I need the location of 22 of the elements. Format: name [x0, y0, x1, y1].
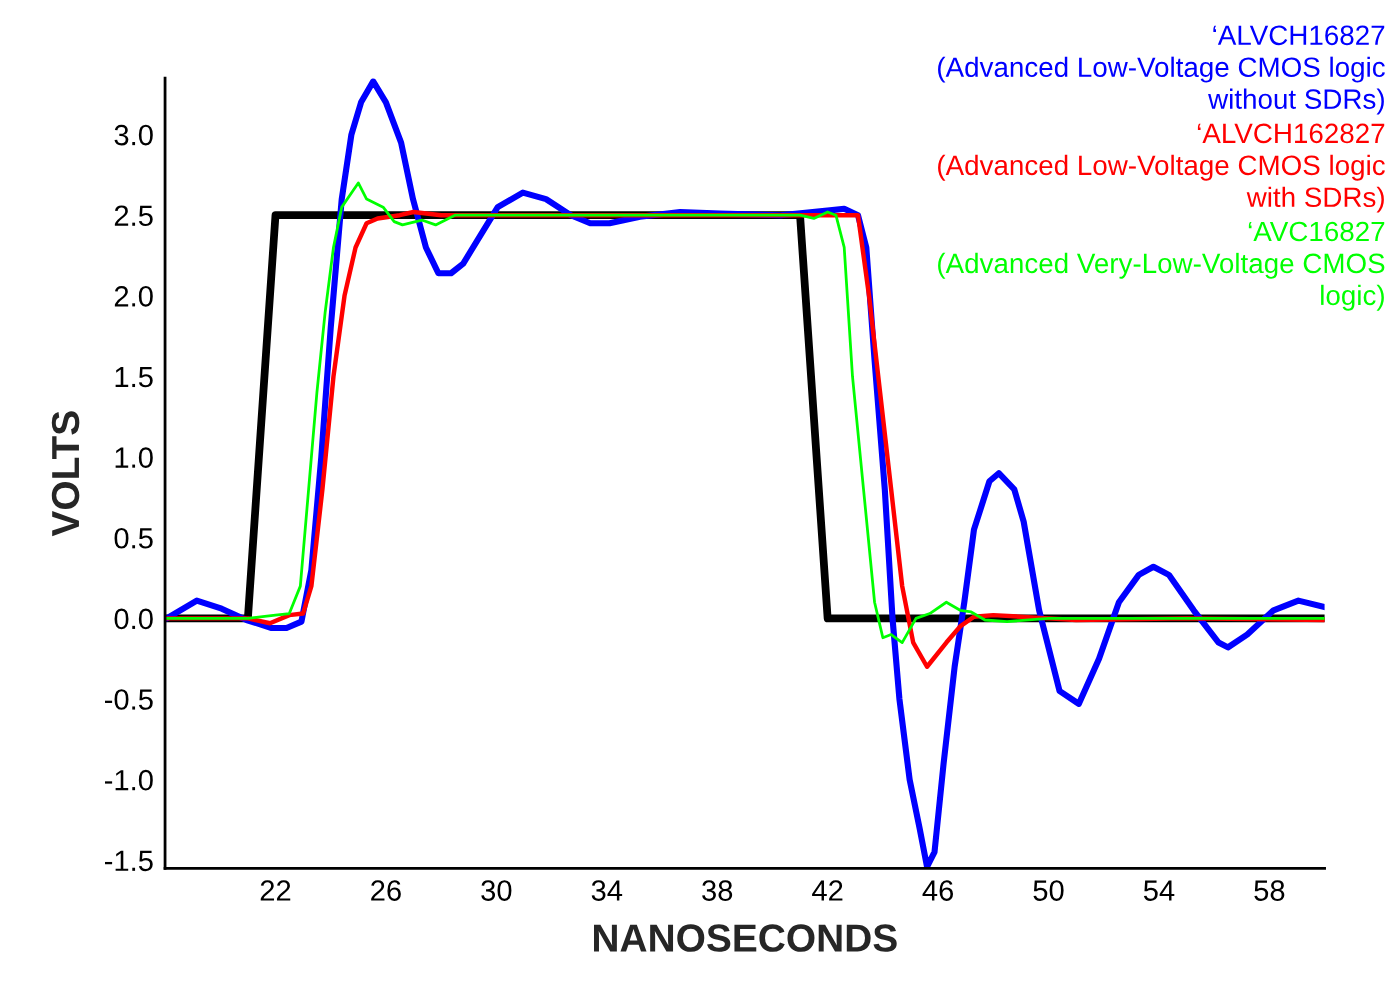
x-tick-label: 50: [1033, 880, 1064, 901]
x-tick-label: 46: [922, 880, 954, 901]
x-tick-label: 38: [702, 880, 733, 901]
x-tick-label: 58: [1254, 880, 1285, 901]
x-tick-label: 30: [481, 880, 512, 901]
y-tick-label: 0.0: [114, 608, 153, 630]
x-axis-title: NANOSECONDS: [594, 924, 897, 952]
y-tick-label: 1.5: [115, 366, 153, 388]
y-tick-label: -1.0: [104, 769, 153, 791]
y-tick-label: -0.5: [104, 689, 153, 710]
x-tick-label: 22: [260, 880, 291, 901]
y-tick-label: -1.5: [104, 850, 153, 872]
x-tick-label: 34: [591, 880, 623, 901]
y-tick-label: 2.0: [114, 286, 153, 307]
y-tick-label: 2.5: [114, 205, 153, 227]
x-tick-label: 26: [371, 880, 401, 901]
y-tick-label: 3.0: [114, 124, 153, 146]
x-tick-label: 42: [812, 880, 843, 901]
y-axis-title: VOLTS: [51, 411, 80, 537]
y-tick-label: 1.0: [115, 447, 153, 468]
x-tick-label: 54: [1143, 880, 1175, 901]
y-tick-label: 0.5: [114, 527, 153, 549]
